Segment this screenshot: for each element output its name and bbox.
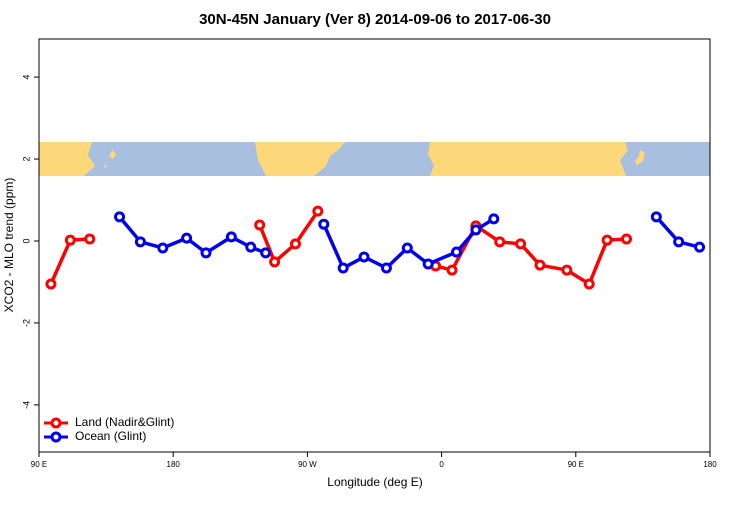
data-point [694,241,706,253]
legend-marker [50,417,62,429]
data-point [289,238,301,250]
data-point [650,211,662,223]
data-point [64,234,76,246]
data-point [225,231,237,243]
y-tick-label: 2 [21,157,31,162]
data-point [269,256,281,268]
data-point [422,258,434,270]
data-point [451,246,463,258]
y-tick-label: 4 [21,75,31,80]
data-point [380,262,392,274]
data-point [488,213,500,225]
data-point [312,205,324,217]
data-point [200,247,212,259]
y-tick-label: 0 [21,238,31,243]
data-point [583,278,595,290]
data-point [515,238,527,250]
data-point [534,259,546,271]
data-point [337,262,349,274]
legend-label: Ocean (Glint) [75,429,146,443]
map-strip [39,142,710,176]
chart-title: 30N-45N January (Ver 8) 2014-09-06 to 20… [199,11,551,28]
data-point [260,247,272,259]
legend-marker [50,431,62,443]
data-point [318,218,330,230]
x-tick-label: 180 [167,460,181,469]
data-point [45,278,57,290]
data-point [84,233,96,245]
legend-label: Land (Nadir&Glint) [75,415,174,429]
data-point [157,242,169,254]
data-point [673,236,685,248]
plot-frame [38,38,711,453]
data-point [245,241,257,253]
x-tick-label: 90 E [568,460,584,469]
data-point [254,219,266,231]
data-point [134,236,146,248]
data-point [358,251,370,263]
legend-box [40,413,186,451]
x-tick-label: 90 E [31,460,47,469]
data-point [446,264,458,276]
y-axis-label: XCO2 - MLO trend (ppm) [2,178,16,313]
y-tick-label: -2 [21,319,31,327]
series-line [49,210,627,286]
x-tick-label: 180 [703,460,717,469]
legend: Land (Nadir&Glint)Ocean (Glint) [40,413,186,451]
data-point [561,264,573,276]
data-point [181,232,193,244]
data-point [114,211,126,223]
data-point [494,236,506,248]
x-tick-label: 0 [439,460,444,469]
series-line [118,215,700,270]
data-point [470,224,482,236]
x-tick-label: 90 W [298,460,317,469]
data-point [401,242,413,254]
y-tick-label: -4 [21,401,31,409]
x-axis-label: Longitude (deg E) [327,475,422,489]
data-point [620,233,632,245]
data-point [601,234,613,246]
